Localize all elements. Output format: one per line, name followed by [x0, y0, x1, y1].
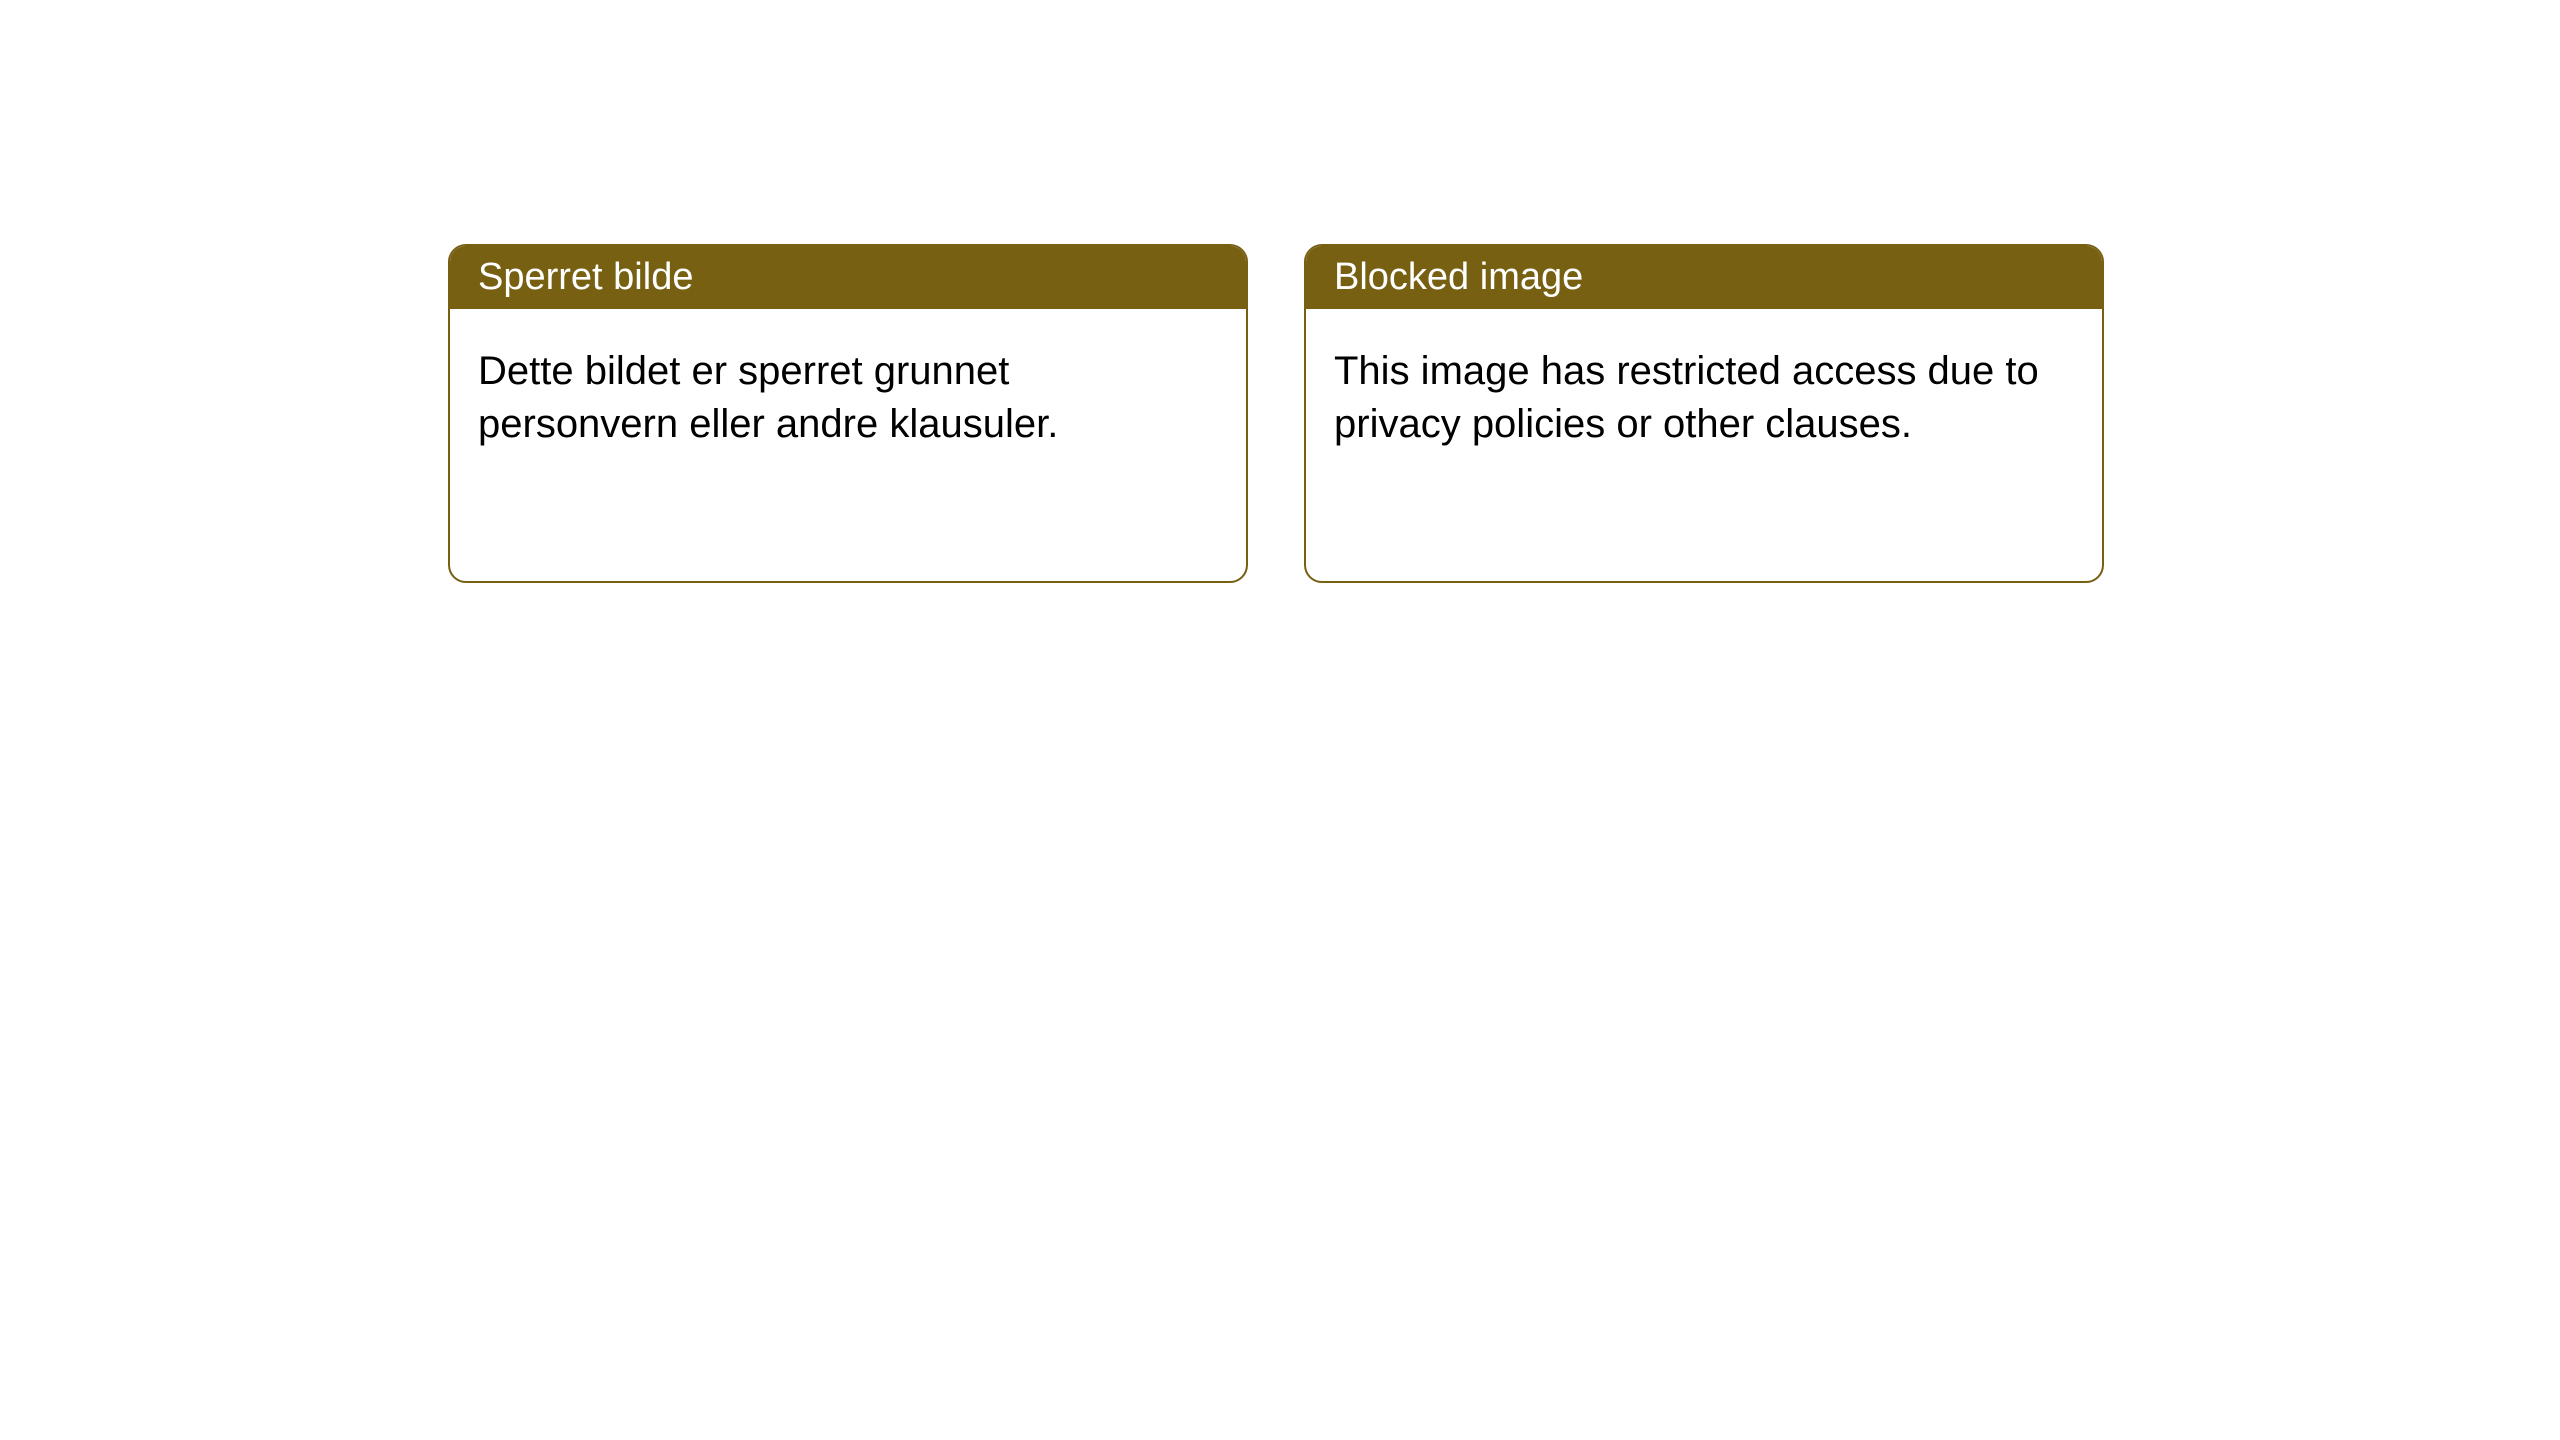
notice-card-english: Blocked image This image has restricted …	[1304, 244, 2104, 583]
notice-container: Sperret bilde Dette bildet er sperret gr…	[0, 0, 2560, 583]
notice-card-body: This image has restricted access due to …	[1306, 309, 2102, 581]
notice-card-norwegian: Sperret bilde Dette bildet er sperret gr…	[448, 244, 1248, 583]
notice-card-title: Sperret bilde	[450, 246, 1246, 309]
notice-card-title: Blocked image	[1306, 246, 2102, 309]
notice-card-body: Dette bildet er sperret grunnet personve…	[450, 309, 1246, 581]
